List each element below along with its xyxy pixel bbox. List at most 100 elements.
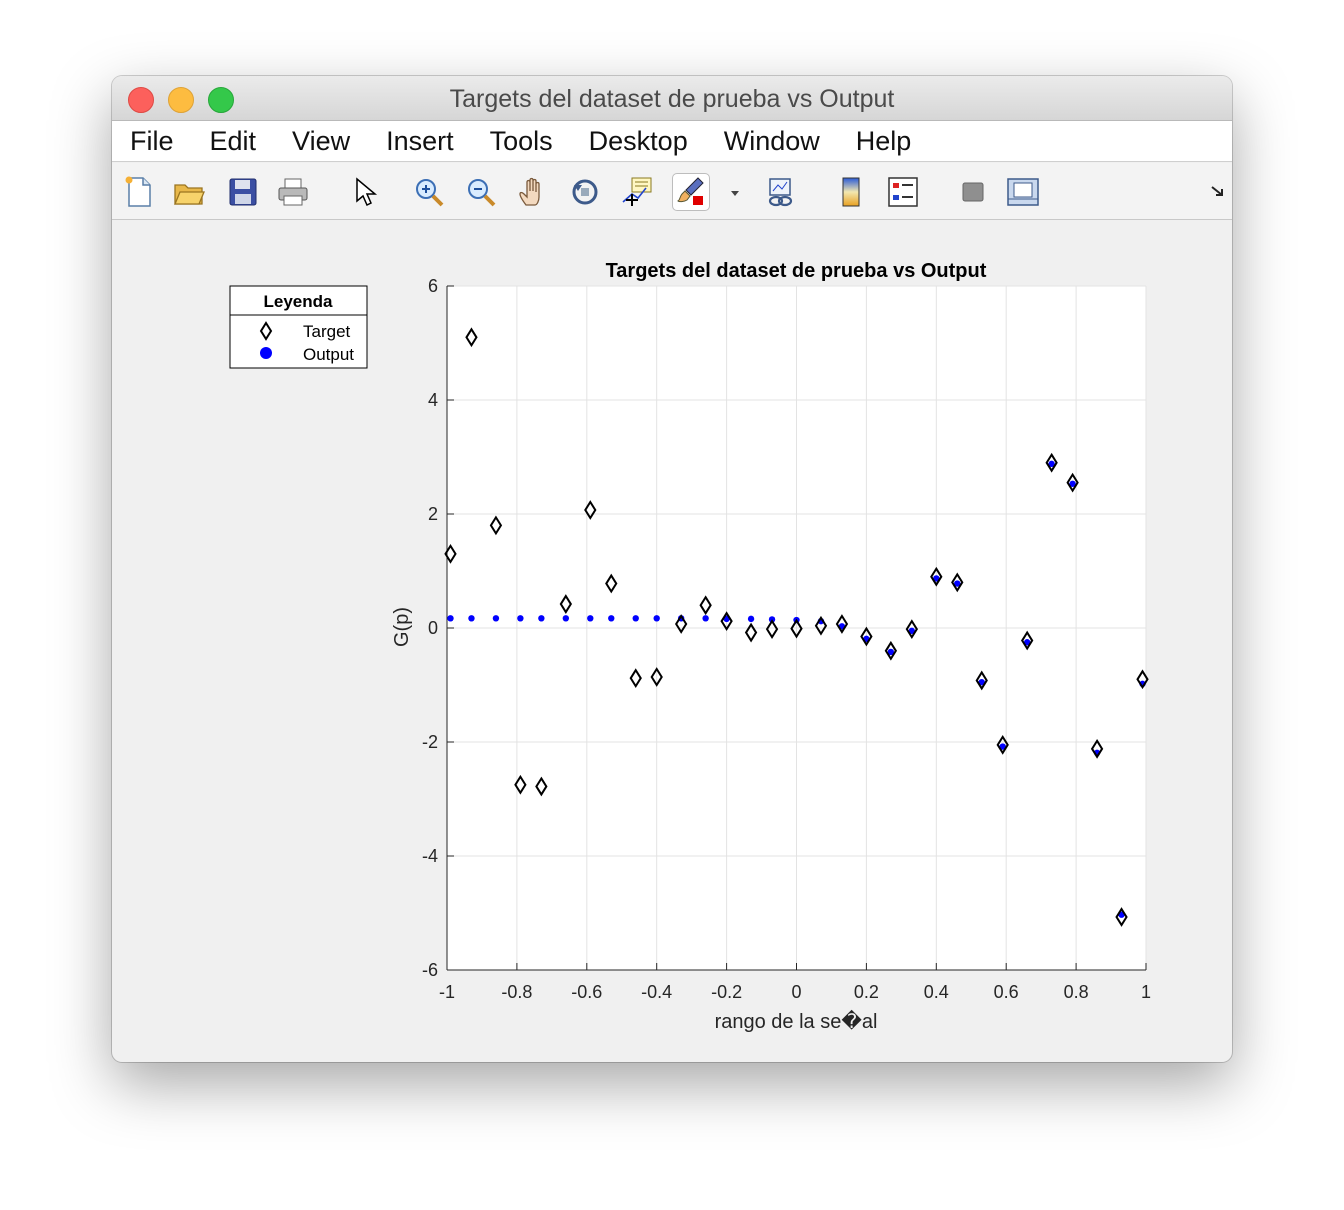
x-axis-label: rango de la se�al xyxy=(715,1009,878,1033)
new-figure-icon[interactable] xyxy=(122,175,156,209)
y-tick-label: 6 xyxy=(428,276,438,296)
minimize-window-button[interactable] xyxy=(168,87,194,113)
menu-tools[interactable]: Tools xyxy=(489,125,553,156)
pan-hand-icon[interactable] xyxy=(516,175,550,209)
y-tick-label: -4 xyxy=(422,846,438,866)
menu-desktop[interactable]: Desktop xyxy=(588,125,688,156)
x-tick-label: -0.6 xyxy=(571,982,602,1002)
legend-entry-output: Output xyxy=(303,345,354,364)
show-plot-tools-icon[interactable] xyxy=(1006,175,1040,209)
save-icon[interactable] xyxy=(226,175,260,209)
output-point xyxy=(1023,639,1031,646)
target-point xyxy=(465,327,478,348)
output-point xyxy=(702,615,709,622)
target-point xyxy=(559,594,573,614)
menu-file[interactable]: File xyxy=(130,125,174,156)
output-point xyxy=(447,615,454,622)
x-tick-label: 0.8 xyxy=(1064,982,1089,1002)
target-point xyxy=(1066,472,1079,493)
pointer-icon[interactable] xyxy=(348,175,382,209)
target-point xyxy=(535,776,548,797)
target-point xyxy=(1115,907,1128,927)
figure-canvas[interactable]: -1 -0.8 -0.6 -0.4 -0.2 0 0.2 0.4 0.6 0.8 1 6 4 2 0 -2 -4… xyxy=(112,220,1232,1062)
x-tick-label: -0.8 xyxy=(501,982,532,1002)
menu-insert[interactable]: Insert xyxy=(386,125,454,156)
output-point xyxy=(632,615,639,622)
dock-icon[interactable] xyxy=(1202,175,1224,209)
target-point xyxy=(905,619,919,640)
target-point xyxy=(605,573,618,594)
target-point xyxy=(1045,452,1058,473)
brush-dropdown-icon[interactable] xyxy=(718,175,739,209)
legend-target-marker xyxy=(259,321,273,341)
menu-bar: File Edit View Insert Tools Desktop Wind… xyxy=(112,121,1232,162)
x-tick-label: 0.4 xyxy=(924,982,949,1002)
target-point xyxy=(930,566,943,587)
legend-icon[interactable] xyxy=(886,175,920,209)
x-tick-label: 0 xyxy=(791,982,801,1002)
y-tick-label: 2 xyxy=(428,504,438,524)
output-point xyxy=(587,615,594,622)
output-point xyxy=(1069,480,1076,487)
legend-box[interactable]: Leyenda Target Output xyxy=(229,285,368,369)
output-point xyxy=(562,615,570,622)
print-icon[interactable] xyxy=(276,175,310,209)
y-tick-label: -2 xyxy=(422,732,438,752)
target-point xyxy=(996,734,1009,755)
x-tick-label: -0.4 xyxy=(641,982,672,1002)
output-point xyxy=(887,648,895,656)
zoom-out-icon[interactable] xyxy=(464,175,498,209)
y-tick-label: -6 xyxy=(422,960,438,980)
output-point xyxy=(468,615,475,622)
legend-entry-target: Target xyxy=(303,322,351,341)
scatter-chart[interactable]: -1 -0.8 -0.6 -0.4 -0.2 0 0.2 0.4 0.6 0.8 1 6 4 2 0 -2 -4… xyxy=(112,220,1232,1062)
y-tick-label: 0 xyxy=(428,618,438,638)
output-point xyxy=(517,615,524,622)
target-point xyxy=(1136,669,1149,690)
target-point xyxy=(674,614,688,634)
target-point xyxy=(951,572,964,593)
menu-edit[interactable]: Edit xyxy=(209,125,257,156)
brush-icon[interactable] xyxy=(672,173,710,211)
target-point xyxy=(814,615,828,636)
x-tick-label: -1 xyxy=(439,982,455,1002)
title-bar[interactable]: Targets del dataset de prueba vs Output xyxy=(112,76,1232,121)
maximize-window-button[interactable] xyxy=(208,87,234,113)
zoom-in-icon[interactable] xyxy=(412,175,446,209)
output-point xyxy=(653,615,660,622)
open-file-icon[interactable] xyxy=(172,175,206,209)
target-point xyxy=(884,640,898,661)
legend-title: Leyenda xyxy=(264,292,334,311)
output-point xyxy=(538,615,545,622)
target-point xyxy=(650,667,663,687)
data-cursor-icon[interactable] xyxy=(620,175,654,209)
menu-help[interactable]: Help xyxy=(855,125,912,156)
colorbar-icon[interactable] xyxy=(834,175,868,209)
target-point xyxy=(514,774,527,795)
x-tick-label: 1 xyxy=(1141,982,1151,1002)
close-window-button[interactable] xyxy=(128,87,154,113)
x-tick-label: 0.2 xyxy=(854,982,879,1002)
output-point xyxy=(1048,460,1055,468)
target-point xyxy=(765,619,779,640)
target-point xyxy=(1090,738,1104,759)
menu-view[interactable]: View xyxy=(292,125,351,156)
target-point xyxy=(975,670,988,691)
menu-window[interactable]: Window xyxy=(723,125,820,156)
hide-plot-tools-icon[interactable] xyxy=(956,175,990,209)
output-point xyxy=(954,580,961,587)
output-point xyxy=(747,615,755,623)
output-point xyxy=(492,615,500,622)
figure-window: Targets del dataset de prueba vs Output … xyxy=(112,76,1232,1062)
target-point xyxy=(489,515,503,536)
window-title: Targets del dataset de prueba vs Output xyxy=(449,85,895,113)
target-point xyxy=(744,622,758,643)
output-point xyxy=(999,743,1006,750)
chart-title: Targets del dataset de prueba vs Output xyxy=(606,260,987,282)
target-point xyxy=(720,611,733,632)
target-point xyxy=(860,626,873,647)
target-point xyxy=(699,595,712,616)
link-plot-icon[interactable] xyxy=(764,175,798,209)
rotate-3d-icon[interactable] xyxy=(568,175,602,209)
target-point xyxy=(790,618,803,639)
